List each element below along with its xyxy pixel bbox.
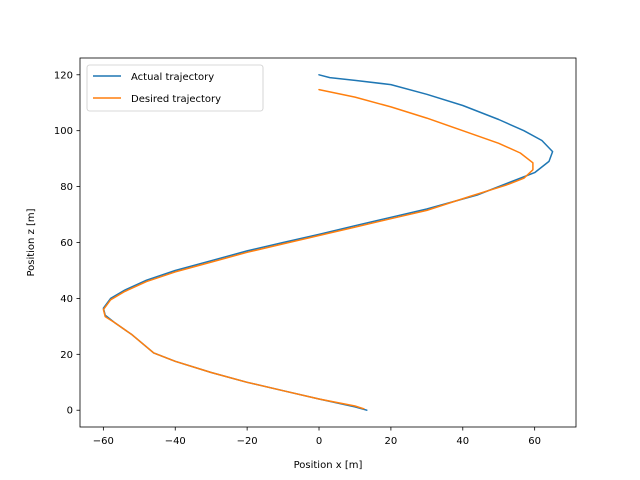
x-tick-label: −40 (165, 436, 186, 447)
y-tick-label: 40 (60, 294, 73, 305)
y-tick-label: 20 (60, 350, 73, 361)
legend-entry-0: Actual trajectory (131, 72, 214, 83)
y-tick-label: 100 (54, 126, 73, 137)
y-axis-label: Position z [m] (26, 208, 37, 276)
legend: Actual trajectory Desired trajectory (86, 64, 264, 112)
plot-lines (102, 74, 554, 411)
x-tick-label: −60 (93, 436, 114, 447)
legend-box (86, 64, 264, 112)
x-tick-label: 0 (316, 436, 322, 447)
x-axis: −60 −40 −20 0 20 40 60 (93, 427, 541, 447)
y-tick-label: 0 (67, 406, 73, 417)
series-line-1 (102, 88, 534, 410)
x-axis-label: Position x [m] (294, 460, 363, 471)
x-tick-label: −20 (237, 436, 258, 447)
x-tick-label: 40 (456, 436, 469, 447)
y-axis: 0 20 40 60 80 100 120 (54, 70, 80, 417)
y-tick-label: 120 (54, 70, 73, 81)
x-tick-label: 60 (528, 436, 541, 447)
y-tick-label: 60 (60, 238, 73, 249)
y-tick-label: 80 (60, 182, 73, 193)
legend-entry-1: Desired trajectory (131, 94, 221, 105)
x-tick-label: 20 (385, 436, 398, 447)
